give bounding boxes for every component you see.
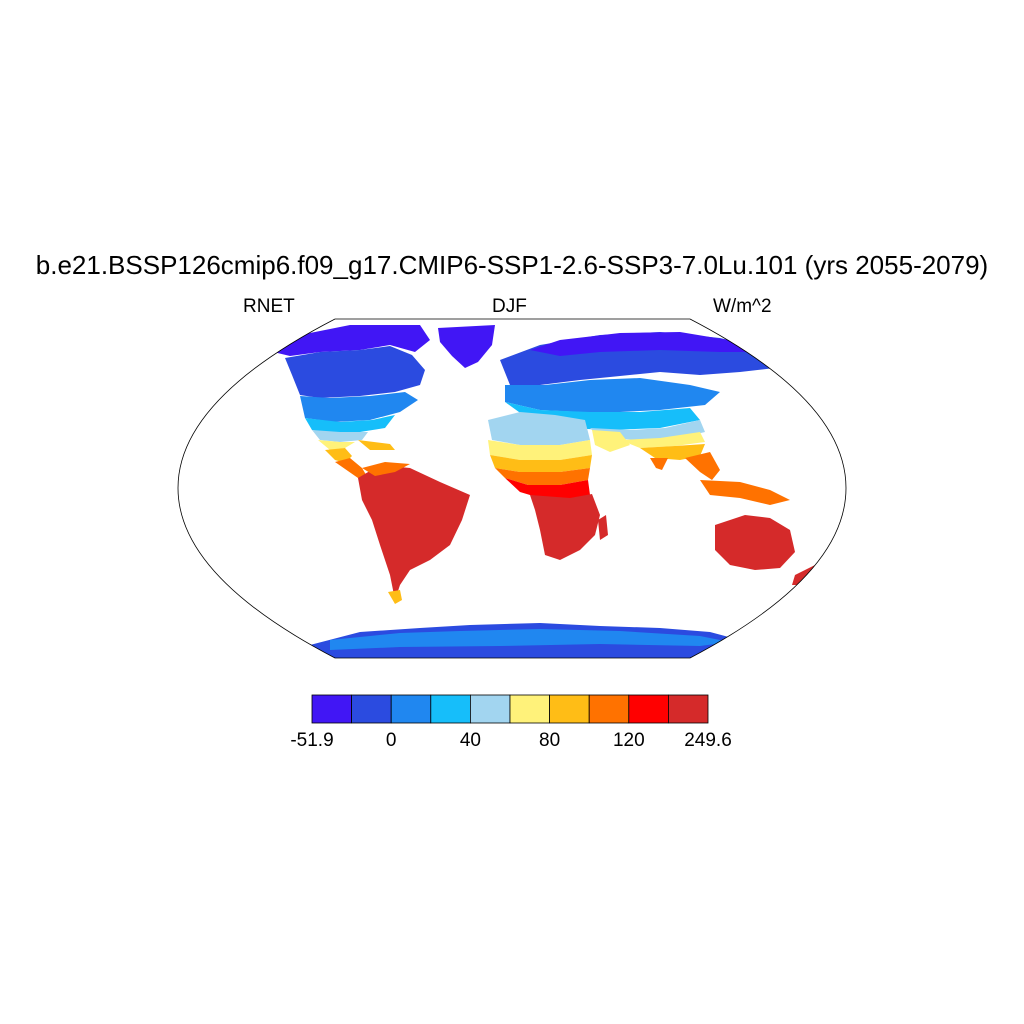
south-america-north-band	[362, 462, 410, 476]
colorbar-swatch	[509, 694, 550, 724]
plot-title: b.e21.BSSP126cmip6.f09_g17.CMIP6-SSP1-2.…	[35, 250, 989, 280]
mexico-yellow	[318, 440, 355, 450]
southeast-asia	[685, 452, 720, 480]
colorbar-swatch	[668, 694, 709, 724]
north-africa-sahara	[488, 412, 590, 445]
caribbean	[358, 440, 395, 450]
antarctica-coast-band	[330, 629, 730, 650]
north-america-gulf	[312, 430, 368, 442]
colorbar-swatch	[390, 694, 432, 724]
colorbar-tick-label: 120	[612, 730, 645, 751]
north-america-north	[285, 346, 425, 398]
north-america-south	[305, 415, 395, 433]
central-america	[335, 458, 368, 478]
colorbar	[311, 694, 709, 724]
colorbar-swatch	[588, 694, 630, 724]
season-label: DJF	[492, 296, 527, 317]
australia	[715, 515, 795, 570]
south-america	[358, 465, 470, 600]
colorbar-swatch	[549, 694, 590, 724]
colorbar-tick-label: 249.6	[684, 730, 732, 751]
south-america-tip	[388, 590, 402, 604]
eurasia-arctic-top	[530, 332, 765, 356]
north-africa-band2	[488, 440, 592, 460]
eurasia-mid	[505, 378, 720, 412]
north-america-mid	[300, 392, 418, 422]
colorbar-swatch	[430, 694, 471, 724]
greenland	[438, 325, 495, 368]
south-asia-orange	[640, 444, 705, 460]
colorbar-swatch	[311, 694, 352, 724]
colorbar-tick-label: 80	[539, 730, 561, 751]
colorbar-tick-label: 0	[385, 730, 397, 751]
colorbar-tick-label: -51.9	[290, 730, 334, 751]
madagascar	[598, 515, 608, 540]
colorbar-swatch	[469, 694, 511, 724]
central-africa	[505, 478, 590, 500]
variable-label: RNET	[243, 296, 295, 317]
north-america-arctic	[265, 325, 430, 356]
southern-africa	[530, 494, 600, 560]
land-field	[265, 325, 820, 658]
map-frame	[177, 318, 847, 659]
colorbar-tick-label: 40	[459, 730, 481, 751]
sahel-orange	[490, 455, 592, 472]
units-label: W/m^2	[713, 296, 772, 317]
south-asia-yellow	[620, 432, 705, 448]
maritime-continent	[700, 480, 790, 505]
sahel-red	[495, 468, 590, 485]
colorbar-swatch	[351, 694, 392, 724]
india-tip	[650, 458, 668, 470]
mexico-orange	[325, 448, 352, 463]
colorbar-swatch	[628, 694, 669, 724]
arabia	[592, 430, 630, 452]
